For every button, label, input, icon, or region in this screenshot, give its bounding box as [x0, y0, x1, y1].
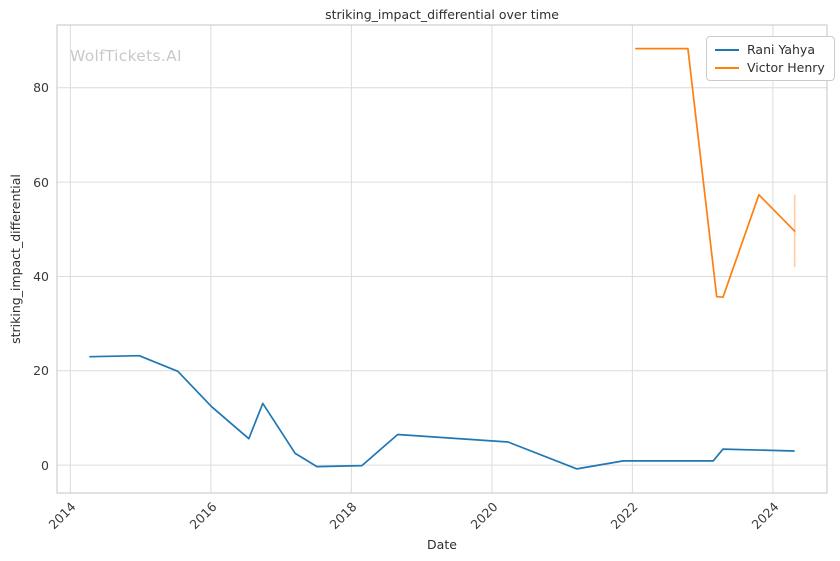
legend-label: Rani Yahya: [747, 42, 815, 57]
legend-label: Victor Henry: [747, 60, 825, 75]
y-tick-label: 20: [33, 363, 49, 379]
legend-item-rani-yahya: Rani Yahya: [715, 42, 825, 57]
watermark: WolfTickets.AI: [70, 47, 182, 65]
series-line-victor-henry: [635, 47, 796, 299]
y-tick-label: 60: [33, 174, 49, 190]
legend-item-victor-henry: Victor Henry: [715, 60, 825, 75]
legend: Rani Yahya Victor Henry: [706, 36, 835, 81]
y-axis-label: striking_impact_differential: [8, 174, 23, 344]
y-tick-label: 0: [41, 457, 49, 473]
plot-border: [56, 24, 828, 494]
y-tick-label: 40: [33, 268, 49, 284]
x-axis-label: Date: [427, 537, 457, 552]
chart-title: striking_impact_differential over time: [325, 7, 559, 22]
series-line-rani-yahya: [89, 354, 795, 470]
legend-line-swatch-blue: [715, 48, 739, 51]
y-tick-label: 80: [33, 80, 49, 96]
legend-line-swatch-orange: [715, 66, 739, 69]
